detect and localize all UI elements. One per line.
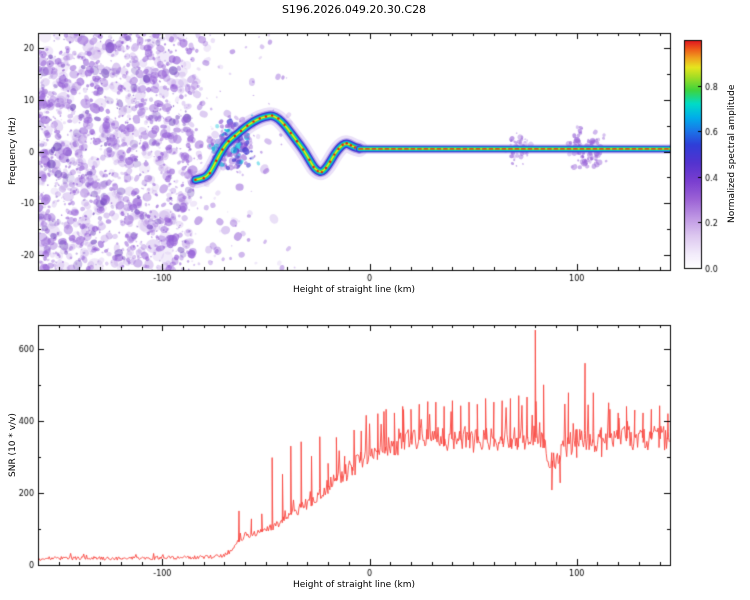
figure-title: S196.2026.049.20.30.C28: [281, 3, 427, 16]
spectrogram-ylabel: Frequency (Hz): [8, 117, 18, 186]
snr-ylabel: SNR (10 * v/v): [8, 413, 18, 477]
colorbar-label: Normalized spectral amplitude: [727, 84, 737, 224]
snr-xlabel: Height of straight line (km): [293, 580, 415, 590]
spectrogram-xlabel: Height of straight line (km): [293, 285, 415, 295]
